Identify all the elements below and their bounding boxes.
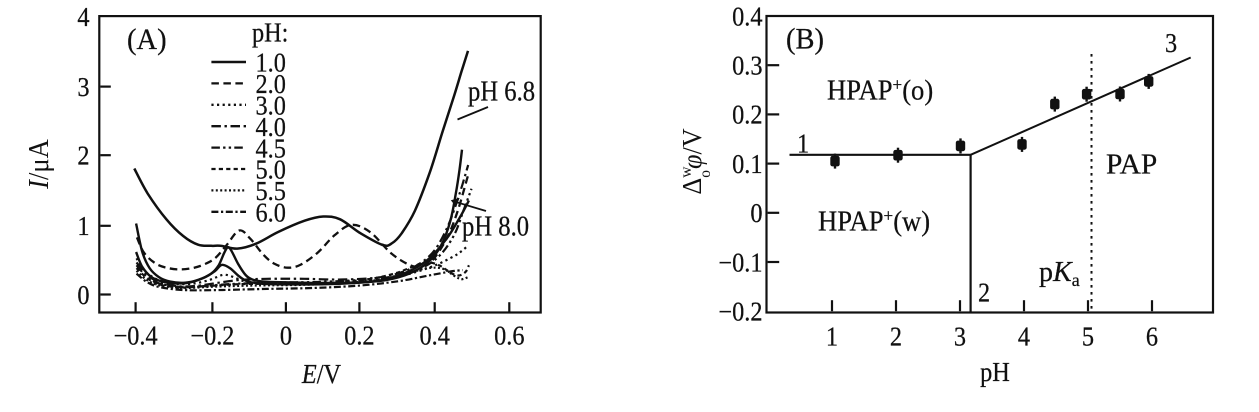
svg-text:0: 0 [280, 320, 292, 350]
svg-text:(A): (A) [127, 23, 167, 56]
svg-text:0.1: 0.1 [732, 149, 762, 179]
svg-text:−0.1: −0.1 [718, 247, 762, 277]
svg-text:1: 1 [797, 128, 809, 158]
svg-text:pH:: pH: [252, 17, 288, 47]
svg-text:HPAP+(o): HPAP+(o) [827, 74, 933, 106]
svg-text:PAP: PAP [1106, 149, 1157, 180]
svg-text:I/μA: I/μA [23, 139, 54, 190]
svg-text:pH 8.0: pH 8.0 [462, 211, 529, 242]
svg-text:E/V: E/V [301, 359, 342, 389]
svg-text:2.0: 2.0 [256, 69, 286, 99]
svg-text:(B): (B) [786, 23, 824, 56]
svg-text:2: 2 [978, 277, 990, 307]
svg-text:6: 6 [1146, 321, 1158, 351]
svg-text:0.4: 0.4 [420, 320, 451, 350]
svg-text:pH 6.8: pH 6.8 [468, 76, 535, 107]
svg-text:−0.2: −0.2 [718, 296, 762, 326]
svg-text:0.2: 0.2 [344, 320, 374, 350]
svg-text:6.0: 6.0 [256, 197, 286, 227]
svg-text:1: 1 [826, 321, 838, 351]
svg-text:2: 2 [890, 321, 902, 351]
svg-text:−0.4: −0.4 [114, 320, 158, 350]
svg-text:3: 3 [954, 321, 966, 351]
svg-text:HPAP+(w): HPAP+(w) [818, 205, 930, 237]
svg-text:4: 4 [77, 2, 89, 32]
svg-text:5.5: 5.5 [256, 176, 286, 206]
svg-text:3: 3 [1165, 28, 1177, 58]
svg-text:0.3: 0.3 [732, 50, 762, 80]
svg-text:4: 4 [1018, 321, 1030, 351]
svg-text:pH: pH [980, 357, 1010, 387]
svg-text:4.5: 4.5 [256, 133, 286, 163]
svg-text:5: 5 [1082, 321, 1094, 351]
svg-text:4.0: 4.0 [256, 112, 286, 142]
svg-text:1: 1 [77, 211, 89, 241]
svg-text:3.0: 3.0 [256, 90, 286, 120]
svg-text:0.4: 0.4 [732, 1, 763, 31]
svg-text:1.0: 1.0 [256, 48, 286, 78]
svg-text:0: 0 [750, 198, 762, 228]
svg-text:−0.2: −0.2 [190, 320, 234, 350]
svg-text:3: 3 [77, 72, 89, 102]
svg-text:5.0: 5.0 [256, 155, 286, 185]
svg-text:2: 2 [77, 140, 89, 170]
svg-text:0.2: 0.2 [732, 100, 762, 130]
svg-text:0: 0 [77, 280, 89, 310]
svg-text:0.6: 0.6 [494, 320, 525, 350]
